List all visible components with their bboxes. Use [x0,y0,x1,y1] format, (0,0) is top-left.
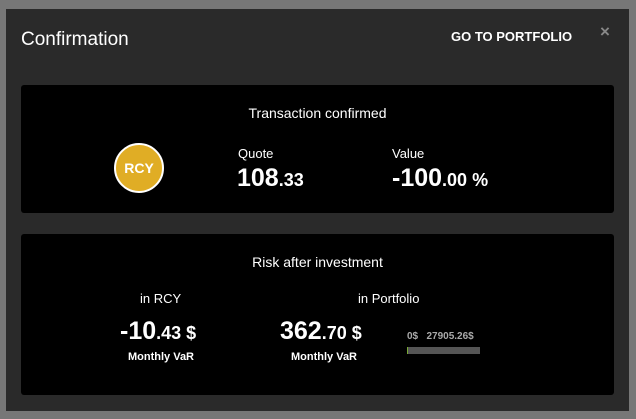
var-bar-fill [407,347,408,354]
ticker-badge: RCY [114,143,164,193]
transaction-panel: Transaction confirmed RCY Quote 108.33 V… [21,85,614,213]
value-dec: .00 [442,170,468,190]
range-max: 27905.26$ [426,331,474,342]
quote-int: 108 [237,164,279,192]
close-icon[interactable]: × [600,22,610,41]
value-unit: % [467,170,489,190]
portfolio-var: 362.70 $ [280,317,362,346]
portfolio-int: 362 [280,317,322,345]
var-range: 0$ 27905.26$ [407,331,474,342]
quote-value: 108.33 [237,164,304,193]
go-to-portfolio-link[interactable]: GO TO PORTFOLIO [451,29,573,44]
portfolio-unit: $ [346,323,362,343]
value-value: -100.00 % [392,164,488,193]
confirmation-modal: Confirmation GO TO PORTFOLIO × Transacti… [6,9,629,411]
portfolio-sub: Monthly VaR [291,351,358,363]
rcy-int: -10 [120,317,157,345]
value-int: -100 [392,164,443,192]
risk-title: Risk after investment [252,254,383,270]
quote-label: Quote [238,146,274,161]
rcy-sub: Monthly VaR [128,351,195,363]
rcy-unit: $ [181,323,197,343]
risk-panel: Risk after investment in RCY -10.43 $ Mo… [21,234,614,395]
rcy-var: -10.43 $ [120,317,196,346]
modal-title: Confirmation [21,29,129,50]
var-bar [407,347,480,354]
range-min: 0$ [407,331,419,342]
portfolio-dec: .70 [321,323,347,343]
rcy-dec: .43 [156,323,182,343]
value-label: Value [392,146,425,161]
portfolio-label: in Portfolio [358,291,420,306]
transaction-title: Transaction confirmed [248,105,387,121]
quote-dec: .33 [278,170,304,190]
rcy-label: in RCY [140,291,182,306]
